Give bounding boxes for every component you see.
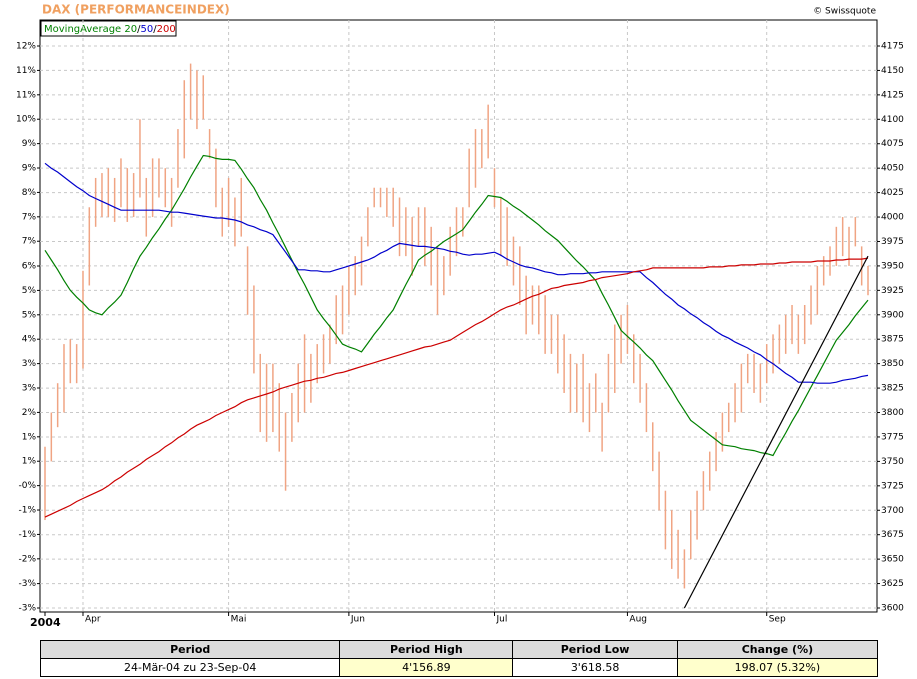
- y-tick-label: 4025: [881, 188, 904, 198]
- y2-tick-label: 4%: [22, 335, 37, 345]
- header-cell: Change (%): [676, 640, 879, 659]
- legend-box: [40, 20, 177, 37]
- cell: 24-Mär-04 zu 23-Sep-04: [39, 658, 341, 677]
- legend-entry: 200: [157, 24, 176, 35]
- y-tick-label: 3800: [881, 408, 904, 418]
- y-tick-label: 3625: [881, 579, 904, 589]
- source: © Swissquote: [813, 7, 876, 17]
- cell: 198.07 (5.32%): [676, 658, 879, 677]
- cell: 3'618.58: [512, 658, 678, 677]
- y-tick-label: 4000: [881, 213, 904, 223]
- trend-line: [683, 255, 869, 609]
- y2-tick-label: 10%: [16, 115, 36, 125]
- y2-tick-label: -0%: [18, 481, 36, 491]
- x-tick-label: Mai: [231, 615, 247, 625]
- y2-tick-label: 9%: [22, 139, 37, 149]
- x-tick-label: Jul: [495, 615, 507, 625]
- legend-separator: /: [153, 24, 157, 35]
- chart: DAX (PERFORMANCEINDEX) © Swissquote Movi…: [16, 3, 904, 630]
- y-tick-label: 4050: [881, 164, 904, 174]
- y2-tick-label: -3%: [18, 604, 36, 614]
- y-tick-label: 3675: [881, 530, 904, 540]
- y-tick-label: 3875: [881, 335, 904, 345]
- x-tick-label: 2004: [30, 616, 61, 629]
- summary-table: Period Period High Period Low Change (%)…: [39, 640, 879, 677]
- y2-tick-label: 3%: [22, 359, 37, 369]
- table-row: 24-Mär-04 zu 23-Sep-04 4'156.89 3'618.58…: [39, 658, 879, 677]
- y-tick-label: 4175: [881, 42, 904, 52]
- y-tick-label: 4100: [881, 115, 904, 125]
- y2-tick-label: 3%: [22, 384, 37, 394]
- cell: 4'156.89: [339, 658, 514, 677]
- y2-tick-label: 8%: [22, 188, 37, 198]
- legend-entry: 20: [124, 24, 137, 35]
- y-tick-label: 3725: [881, 481, 904, 491]
- header-cell: Period High: [339, 640, 514, 659]
- y2-tick-label: -1%: [18, 530, 36, 540]
- x-tick-label: Apr: [85, 615, 101, 625]
- ma-line: [44, 162, 869, 384]
- y-tick-label: 3925: [881, 286, 904, 296]
- header-cell: Period: [39, 640, 341, 659]
- y-tick-label: 3750: [881, 457, 904, 467]
- y2-tick-label: 9%: [22, 164, 37, 174]
- plot-frame: [39, 19, 878, 613]
- y-tick-label: 3900: [881, 310, 904, 320]
- y-tick-label: 4125: [881, 90, 904, 100]
- legend-label: MovingAverage: [44, 24, 121, 35]
- x-tick-label: Jun: [350, 615, 365, 625]
- table-header: Period Period High Period Low Change (%): [39, 640, 879, 659]
- y-tick-label: 4075: [881, 139, 904, 149]
- y2-tick-label: 5%: [22, 310, 37, 320]
- y2-tick-label: 1%: [22, 457, 37, 467]
- y-tick-label: 3850: [881, 359, 904, 369]
- y2-tick-label: 12%: [16, 42, 36, 52]
- y2-tick-label: 6%: [22, 261, 37, 271]
- y2-tick-label: -2%: [18, 554, 36, 564]
- y-tick-label: 3950: [881, 261, 904, 271]
- chart-title: DAX (PERFORMANCEINDEX): [42, 3, 230, 17]
- y-tick-label: 3650: [881, 555, 904, 565]
- y2-tick-label: 7%: [22, 237, 37, 247]
- header-cell: Period Low: [512, 640, 678, 659]
- y-tick-label: 3825: [881, 384, 904, 394]
- y2-tick-label: 7%: [22, 212, 37, 222]
- y-tick-label: 3600: [881, 604, 904, 614]
- y2-tick-label: 11%: [16, 90, 36, 100]
- y2-tick-label: -3%: [18, 579, 36, 589]
- y-tick-label: 3700: [881, 506, 904, 516]
- y2-tick-label: 2%: [22, 408, 37, 418]
- y2-tick-label: 5%: [22, 286, 37, 296]
- legend: MovingAverage 20/50/200: [44, 24, 176, 35]
- legend-separator: /: [137, 24, 141, 35]
- ma-line: [44, 154, 869, 457]
- y2-tick-label: 1%: [22, 432, 37, 442]
- y-tick-label: 4150: [881, 66, 904, 76]
- y-tick-label: 3975: [881, 237, 904, 247]
- x-tick-label: Sep: [769, 615, 786, 625]
- x-tick-label: Aug: [629, 615, 647, 625]
- y2-tick-label: 11%: [16, 66, 36, 76]
- legend-entry: 50: [141, 24, 154, 35]
- ma-line: [44, 257, 869, 518]
- y-tick-label: 3775: [881, 432, 904, 442]
- y2-tick-label: -1%: [18, 506, 36, 516]
